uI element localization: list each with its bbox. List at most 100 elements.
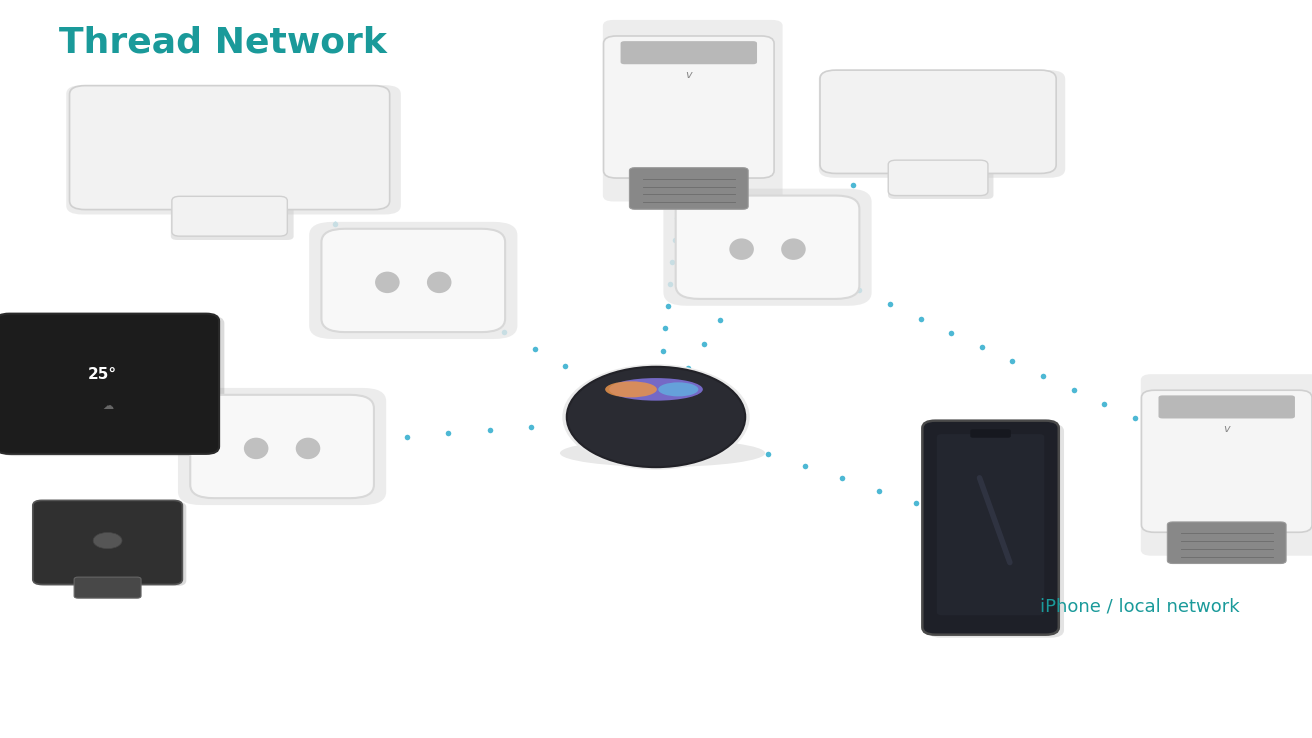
Point <box>184 409 206 421</box>
Point <box>396 431 417 443</box>
Point <box>741 266 762 277</box>
FancyBboxPatch shape <box>604 36 774 178</box>
FancyBboxPatch shape <box>0 314 219 454</box>
Circle shape <box>567 367 745 467</box>
FancyBboxPatch shape <box>66 85 401 215</box>
FancyBboxPatch shape <box>630 168 748 210</box>
Ellipse shape <box>729 238 754 260</box>
Text: Thread Network: Thread Network <box>59 26 387 60</box>
Ellipse shape <box>560 439 765 467</box>
Point <box>314 438 335 449</box>
Point <box>669 190 690 201</box>
Point <box>236 460 257 472</box>
Circle shape <box>93 533 122 548</box>
Circle shape <box>563 365 749 469</box>
Point <box>905 497 926 509</box>
Point <box>563 418 584 430</box>
Point <box>657 300 678 312</box>
FancyBboxPatch shape <box>604 20 782 201</box>
FancyBboxPatch shape <box>928 424 1064 638</box>
FancyBboxPatch shape <box>664 189 871 306</box>
Point <box>615 394 636 406</box>
Point <box>971 341 992 353</box>
Point <box>604 414 625 426</box>
Point <box>202 479 223 491</box>
Point <box>664 234 685 246</box>
Ellipse shape <box>295 438 320 459</box>
Point <box>1033 370 1054 382</box>
Point <box>1002 356 1023 368</box>
FancyBboxPatch shape <box>1158 396 1295 418</box>
Text: v: v <box>685 70 693 80</box>
FancyBboxPatch shape <box>676 196 859 299</box>
FancyBboxPatch shape <box>310 222 517 339</box>
FancyBboxPatch shape <box>190 395 374 498</box>
Point <box>676 123 697 135</box>
Point <box>672 168 693 179</box>
Point <box>757 448 778 460</box>
Point <box>879 298 900 310</box>
Point <box>228 425 249 437</box>
Point <box>521 421 542 432</box>
Point <box>651 367 672 379</box>
Point <box>786 221 807 232</box>
Point <box>493 325 514 337</box>
Point <box>1094 399 1115 410</box>
Point <box>140 393 161 405</box>
Point <box>438 427 459 439</box>
FancyBboxPatch shape <box>73 577 142 598</box>
FancyBboxPatch shape <box>922 421 1059 635</box>
Point <box>167 498 188 510</box>
Point <box>245 161 266 173</box>
Point <box>555 360 576 372</box>
Point <box>911 313 932 325</box>
Point <box>832 472 853 484</box>
Point <box>1063 384 1084 396</box>
Point <box>871 158 892 170</box>
Point <box>298 199 319 210</box>
Point <box>648 389 669 401</box>
Ellipse shape <box>659 382 698 396</box>
Ellipse shape <box>244 438 269 459</box>
Point <box>525 342 546 355</box>
FancyBboxPatch shape <box>819 70 1065 178</box>
FancyBboxPatch shape <box>937 434 1044 615</box>
Point <box>787 255 808 267</box>
FancyBboxPatch shape <box>33 500 182 584</box>
FancyBboxPatch shape <box>888 162 993 199</box>
Point <box>660 278 681 290</box>
Point <box>585 377 606 389</box>
Point <box>710 314 731 326</box>
Point <box>720 435 741 447</box>
Text: 25°: 25° <box>88 367 117 382</box>
Point <box>479 424 500 436</box>
Point <box>133 517 154 529</box>
Point <box>324 218 345 230</box>
Point <box>1155 427 1176 438</box>
Ellipse shape <box>609 378 703 401</box>
Point <box>433 292 454 303</box>
Ellipse shape <box>375 272 400 293</box>
Text: iPhone / local network: iPhone / local network <box>1040 598 1240 615</box>
Point <box>1186 441 1207 453</box>
Point <box>842 179 863 190</box>
Point <box>819 270 840 282</box>
FancyBboxPatch shape <box>1141 374 1312 556</box>
FancyBboxPatch shape <box>70 86 390 210</box>
Text: v: v <box>1223 424 1231 434</box>
FancyBboxPatch shape <box>37 502 186 586</box>
Point <box>682 424 703 435</box>
FancyBboxPatch shape <box>971 430 1010 438</box>
Point <box>813 199 834 211</box>
Ellipse shape <box>605 382 657 397</box>
Ellipse shape <box>781 238 806 260</box>
FancyBboxPatch shape <box>178 388 386 505</box>
Point <box>693 338 714 350</box>
FancyBboxPatch shape <box>1 316 224 456</box>
FancyBboxPatch shape <box>888 160 988 196</box>
Point <box>677 362 698 374</box>
Point <box>849 284 870 296</box>
Point <box>272 179 293 191</box>
FancyBboxPatch shape <box>171 199 294 240</box>
Point <box>666 212 687 224</box>
